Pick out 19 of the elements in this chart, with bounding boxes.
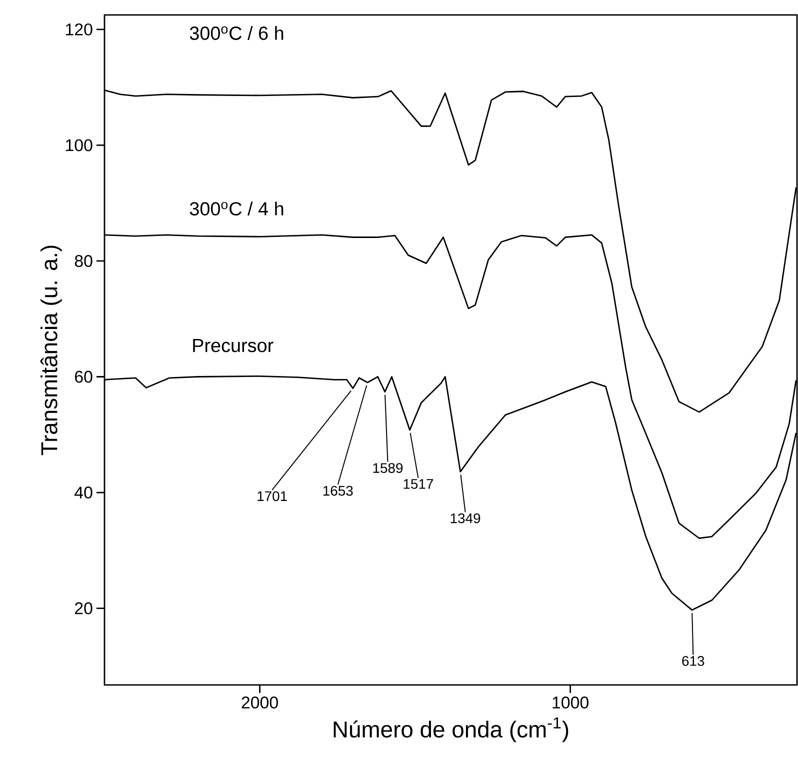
x-tick-label: 1000 (552, 696, 588, 709)
y-tick-label: 20 (75, 602, 92, 614)
y-tick-label: 40 (74, 486, 92, 499)
annotation: 1517 (404, 479, 434, 489)
y-tick-label: 100 (66, 139, 92, 152)
y-axis-title: Transmitância (u. a.) (40, 246, 62, 456)
y-tick-label: 60 (75, 370, 92, 383)
annotation: 613 (682, 656, 704, 666)
annotation: 1653 (323, 486, 353, 496)
y-tick-label: 120 (66, 23, 92, 36)
annotation: 1701 (258, 491, 287, 502)
y-tick-label: 80 (74, 254, 92, 267)
x-axis-title: Número de onda (cm$^{-1}$) (334, 717, 568, 742)
series-label: Precursor (193, 338, 274, 352)
text: 300$^{o}$C / 6 h (190, 26, 284, 40)
annotation: 1589 (373, 463, 403, 473)
series-label: 300$^{o}$C / 4 h (190, 202, 284, 216)
x-tick-label: 2000 (242, 696, 278, 709)
annotation: 1349 (450, 513, 480, 524)
